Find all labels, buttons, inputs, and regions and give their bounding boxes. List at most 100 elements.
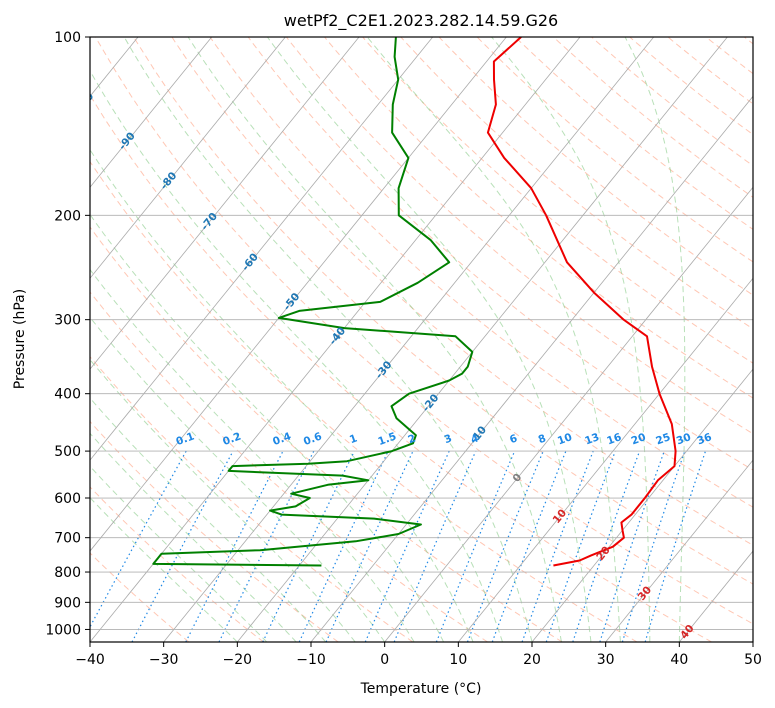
y-tick-label: 300 [54,313,81,329]
isotherm-line [90,37,286,279]
x-tick-label: 10 [449,652,467,668]
mixing-ratio-line [599,450,665,642]
isotherm-line [531,368,753,642]
moist-adiabat-line [366,37,621,642]
moist-adiabats [90,37,686,642]
mixing-ratio-line [621,450,686,642]
mixing-ratio-label: 0.1 [174,430,196,448]
y-tick-label: 800 [54,565,81,581]
dry-adiabat-line [209,37,753,508]
mixing-ratio-label: 13 [583,431,601,447]
y-axis-label: Pressure (hPa) [12,289,28,389]
mixing-ratio-label: 2 [406,432,417,446]
mixing-ratio-label: 8 [537,432,548,446]
isotherms [90,37,753,642]
y-tick-label: 600 [54,491,81,507]
isotherm-line [458,277,753,642]
mixing-ratio-label: 6 [508,432,519,446]
mixing-ratio-label: 0.6 [302,430,324,448]
isotherm-line [90,37,581,642]
sounding-series [152,37,677,567]
x-tick-label: 0 [380,652,389,668]
moist-adiabat-line [90,268,415,642]
x-tick-label: 40 [670,652,688,668]
x-tick-label: 50 [744,652,762,668]
mixing-ratio-labels: 0.1 0.2 0.4 0.6 1 1.5 2 3 4 6 8 10 13 16 20 25 30 36 [174,430,713,448]
dry-adiabat-line [90,552,190,642]
isotherm-line [90,37,507,552]
dry-adiabat-line [90,291,488,642]
mixing-ratio-label: 0.2 [221,430,243,448]
mixing-ratio-label: 1 [348,432,359,446]
temperature-profile-line [486,37,677,567]
moist-adiabat-line [90,465,268,642]
mixing-ratio-line [262,450,355,642]
moist-adiabat-line [266,37,592,642]
isotherm-line [163,37,655,642]
x-tick-label: −30 [149,652,179,668]
y-tick-label: 200 [54,208,81,224]
pressure-gridlines [90,37,753,630]
x-tick-label: −10 [296,652,326,668]
mixing-ratio-line [325,450,414,642]
y-tick-label: 1000 [45,622,81,638]
x-axis-label: Temperature (°C) [360,681,482,697]
mixing-ratio-line [572,450,641,642]
y-tick-label: 400 [54,387,81,403]
moist-adiabat-line [624,37,686,642]
x-tick-label: 20 [523,652,541,668]
mixing-ratio-label: 16 [605,431,623,447]
y-tick-label: 900 [54,595,81,611]
dry-adiabat-line [362,37,753,364]
mixing-ratio-label: 1.5 [376,430,398,448]
moist-adiabat-line [90,358,356,642]
dry-adiabat-line [171,37,753,546]
mixing-ratio-line [491,450,567,642]
isotherm-line [384,186,753,642]
mixing-ratio-label: 25 [654,431,672,447]
moist-adiabat-line [90,69,503,642]
mixing-ratio-line [466,450,544,642]
mixing-ratio-label: 36 [696,431,714,447]
plot-area: -100-90-80-70-60-50-40-30-20-10010203040… [90,37,753,642]
dry-adiabat-line [90,420,339,642]
mixing-ratio-label: 10 [556,431,574,447]
mixing-ratio-label: 0.4 [271,430,293,448]
isotherm-line [310,95,753,642]
mixing-ratio-label: 4 [469,432,480,446]
dry-adiabat-line [90,94,712,642]
dry-adiabat-line [90,226,563,642]
isotherm-line [90,37,360,370]
dry-adiabat-line [400,37,753,330]
mixing-ratio-label: 30 [675,431,693,447]
moist-adiabat-line [491,37,651,642]
plot-frame [89,36,754,643]
x-tick-label: 30 [597,652,615,668]
x-axis-ticks: −40 −30 −20 −10 0 10 20 30 40 50 [75,642,762,668]
dry-adiabat-line [133,37,753,585]
x-tick-label: −40 [75,652,105,668]
dewpoint-profile-line [152,37,474,567]
y-tick-label: 700 [54,531,81,547]
y-axis-ticks: 100 200 300 400 500 600 700 800 900 1000 [45,30,90,638]
moist-adiabat-line [90,496,238,642]
moist-adiabat-line [187,37,562,642]
y-tick-label: 500 [54,444,81,460]
moist-adiabat-line [90,213,445,642]
mixing-ratio-line [298,450,389,642]
chart-title: wetPf2_C2E1.2023.282.14.59.G26 [284,11,558,31]
moist-adiabat-line [90,316,386,642]
isotherm-line [237,37,728,642]
dry-adiabat-line [323,37,753,399]
mixing-ratio-label: 20 [630,431,648,447]
mixing-ratio-label: 3 [443,432,454,446]
y-tick-label: 100 [54,30,81,46]
isotherm-line [90,37,434,461]
moist-adiabat-line [123,37,533,642]
isotherm-line [90,37,213,188]
dry-adiabat-line [95,37,753,625]
isotherm-line [605,459,753,642]
moist-adiabat-line [90,148,474,642]
